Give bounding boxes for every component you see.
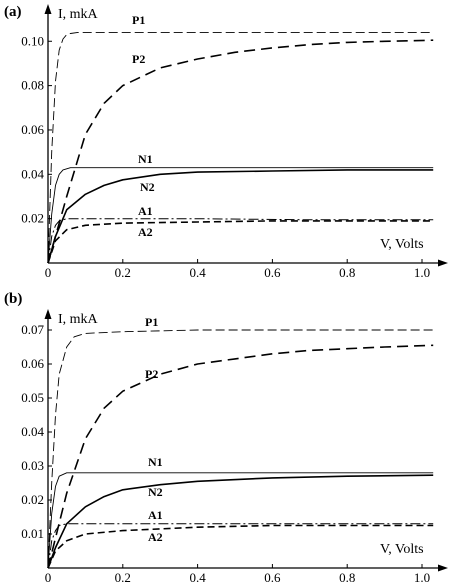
x-tick-label: 1.0 (414, 570, 430, 584)
y-tick-label: 0.08 (21, 78, 44, 93)
panel-label: (b) (4, 291, 22, 307)
y-tick-label: 0.06 (21, 356, 44, 371)
x-tick-label: 0.4 (189, 570, 206, 584)
y-axis-label: I, mkA (58, 7, 99, 22)
y-tick-label: 0.07 (21, 322, 44, 337)
x-tick-label: 0.4 (189, 265, 206, 280)
x-tick-label: 0 (45, 265, 52, 280)
series-label-n2: N2 (148, 485, 163, 499)
y-tick-label: 0.04 (21, 424, 44, 439)
series-label-a2: A2 (148, 530, 163, 544)
series-label-p2: P2 (145, 367, 158, 381)
x-tick-label: 0.2 (115, 265, 131, 280)
x-axis-arrow (438, 564, 448, 572)
series-line-n2 (47, 474, 434, 569)
x-axis-label: V, Volts (380, 237, 424, 252)
x-tick-label: 0.6 (264, 265, 281, 280)
y-tick-label: 0.10 (21, 33, 44, 48)
y-axis-arrow (44, 4, 52, 14)
series-line-a2 (47, 524, 434, 569)
series-line-n2 (47, 169, 434, 264)
series-line-p1 (47, 31, 434, 264)
y-tick-label: 0.02 (21, 211, 44, 226)
y-tick-label: 0.02 (21, 492, 44, 507)
x-axis-label: V, Volts (380, 542, 424, 557)
series-line-a1 (47, 218, 434, 264)
series-label-n1: N1 (138, 152, 153, 166)
y-axis-label: I, mkA (58, 312, 99, 327)
x-axis-arrow (438, 259, 448, 267)
x-tick-label: 1.0 (414, 265, 430, 280)
series-label-p1: P1 (145, 315, 158, 329)
series-label-n1: N1 (148, 455, 163, 469)
series-label-n2: N2 (140, 180, 155, 194)
panel-a: (a) I, mkA V, Volts 0 0.2 0.4 0.6 0.8 1.0 0.02 0.0… (4, 4, 448, 280)
series-line-a1 (47, 523, 434, 569)
x-tick-label: 0.8 (339, 570, 355, 584)
series-line-p1 (47, 329, 434, 569)
x-tick-label: 0.2 (115, 570, 131, 584)
series-label-a1: A1 (148, 508, 163, 522)
y-tick-label: 0.03 (21, 458, 44, 473)
x-tick-label: 0.6 (264, 570, 281, 584)
series-label-p1: P1 (132, 13, 145, 27)
x-tick-label: 0.8 (339, 265, 355, 280)
series-line-p2 (47, 39, 434, 264)
y-tick-label: 0.06 (21, 122, 44, 137)
panel-b: (b) I, mkA V, Volts 0 0.2 0.4 0.6 0.8 1.0 0.01 0.0… (4, 291, 448, 584)
series-line-a2 (47, 220, 434, 264)
series-label-a2: A2 (138, 225, 153, 239)
series-label-p2: P2 (132, 52, 145, 66)
x-tick-label: 0 (45, 570, 52, 584)
panel-label: (a) (4, 4, 22, 20)
series-line-p2 (47, 344, 434, 569)
y-axis-arrow (44, 309, 52, 319)
series-line-n1 (47, 472, 434, 569)
y-tick-label: 0.01 (21, 526, 44, 541)
series-line-n1 (47, 167, 434, 264)
series-label-a1: A1 (138, 204, 153, 218)
y-tick-label: 0.04 (21, 166, 44, 181)
y-tick-label: 0.05 (21, 390, 44, 405)
